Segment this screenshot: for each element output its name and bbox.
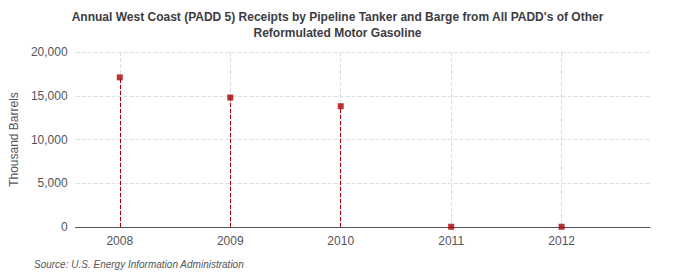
svg-text:2009: 2009	[217, 234, 244, 248]
svg-text:Reformulated Motor Gasoline: Reformulated Motor Gasoline	[253, 26, 421, 40]
svg-text:Annual West Coast (PADD 5) Rec: Annual West Coast (PADD 5) Receipts by P…	[72, 10, 604, 24]
svg-text:2012: 2012	[548, 234, 575, 248]
svg-text:10,000: 10,000	[31, 133, 68, 147]
svg-text:Source: U.S. Energy Informatio: Source: U.S. Energy Information Administ…	[34, 259, 244, 270]
svg-text:0: 0	[61, 220, 68, 234]
svg-text:Thousand Barrels: Thousand Barrels	[7, 92, 21, 187]
svg-text:2010: 2010	[327, 234, 354, 248]
svg-text:15,000: 15,000	[31, 89, 68, 103]
svg-text:2011: 2011	[438, 234, 464, 248]
svg-text:5,000: 5,000	[38, 176, 68, 190]
svg-text:2008: 2008	[106, 234, 133, 248]
svg-text:20,000: 20,000	[31, 45, 68, 59]
